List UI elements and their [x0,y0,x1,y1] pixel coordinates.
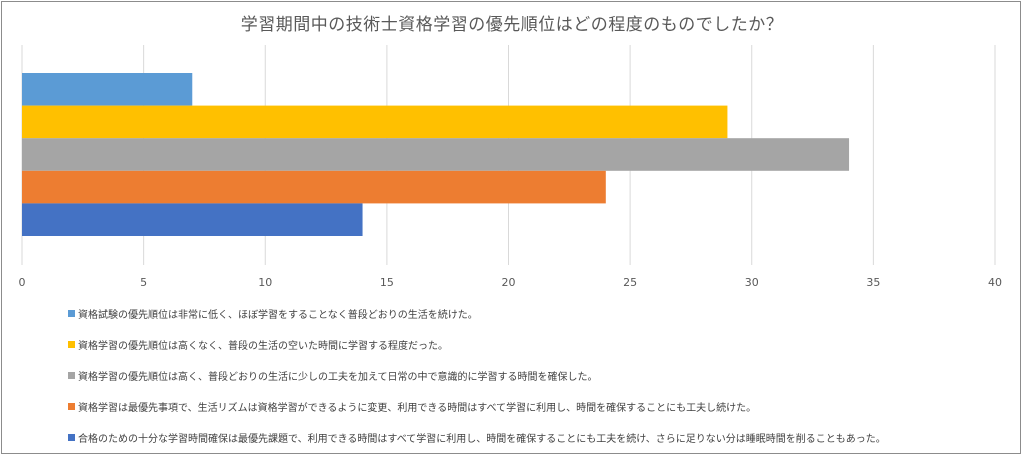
legend-item: 資格試験の優先順位は非常に低く、ほぼ学習をすることなく普段どおりの生活を続けた。 [68,305,478,321]
legend-swatch [68,309,75,317]
legend-label: 資格学習の優先順位は高く、普段どおりの生活に少しの工夫を加えて日常の中で意識的に… [78,371,598,383]
x-tick-label: 10 [258,276,272,289]
x-tick-label: 15 [380,276,394,289]
legend-label: 資格試験の優先順位は非常に低く、ほぼ学習をすることなく普段どおりの生活を続けた。 [78,309,478,321]
x-tick-label: 0 [19,276,26,289]
bar-chart-plot: 0 5 10 15 20 25 30 35 40 [19,45,1002,289]
x-tick-label: 5 [140,276,147,289]
bar [22,170,606,204]
legend-item: 合格のための十分な学習時間確保は最優先課題で、利用できる時間はすべて学習に利用し… [68,429,886,445]
legend-swatch [68,371,75,379]
legend-label: 資格学習の優先順位は高くなく、普段の生活の空いた時間に学習する程度だった。 [78,340,448,352]
legend-label: 合格のための十分な学習時間確保は最優先課題で、利用できる時間はすべて学習に利用し… [78,433,886,445]
legend-item: 資格学習の優先順位は高く、普段どおりの生活に少しの工夫を加えて日常の中で意識的に… [68,367,598,383]
x-tick-label: 20 [502,276,516,289]
bar [22,138,850,171]
bar [22,105,728,139]
bar [22,73,193,106]
legend-item: 資格学習の優先順位は高くなく、普段の生活の空いた時間に学習する程度だった。 [68,336,448,352]
legend-item: 資格学習は最優先事項で、生活リズムは資格学習ができるように変更、利用できる時間は… [68,398,756,414]
x-tick-label: 40 [988,276,1002,289]
chart-title: 学習期間中の技術士資格学習の優先順位はどの程度のものでしたか？ [240,15,784,35]
bar [22,203,363,236]
x-tick-label: 35 [866,276,880,289]
legend-swatch [68,402,75,410]
legend-swatch [68,340,75,348]
x-tick-label: 30 [745,276,759,289]
legend-label: 資格学習は最優先事項で、生活リズムは資格学習ができるように変更、利用できる時間は… [78,402,757,414]
x-tick-label: 25 [623,276,637,289]
legend-swatch [68,433,75,441]
